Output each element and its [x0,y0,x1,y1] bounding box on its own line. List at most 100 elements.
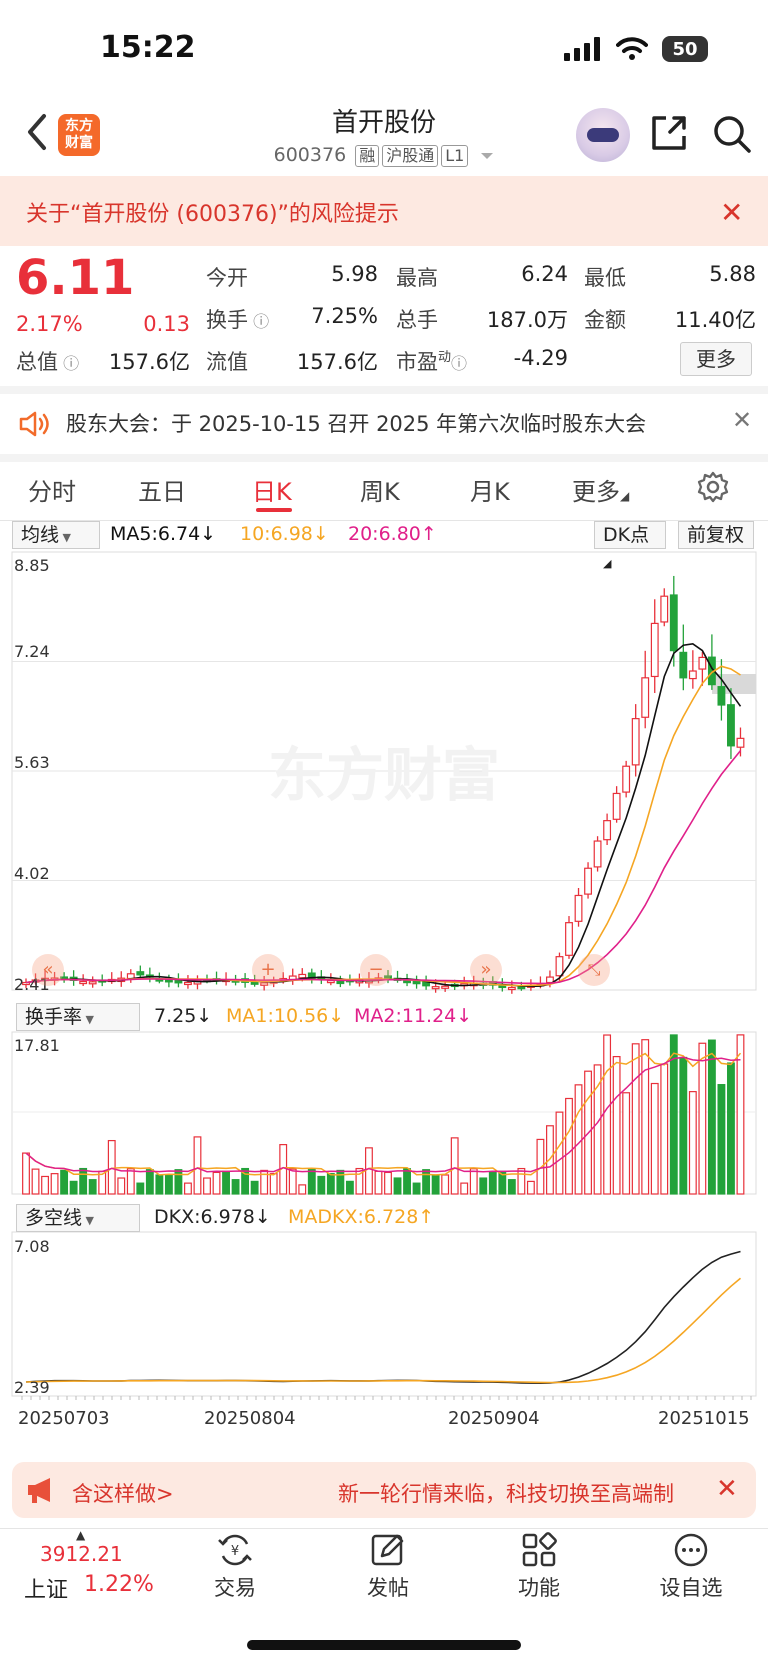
index-name[interactable]: 上证 [24,1578,69,1603]
candle-body [612,792,621,820]
candle-body [136,971,145,976]
candle-body [422,981,431,987]
turnover-bar [612,1056,621,1195]
turnover-bar [79,1167,88,1195]
turnover-bar [212,1171,221,1195]
adjust-button[interactable]: 前复权 [678,521,754,549]
nav-add-watchlist[interactable]: 设自选 [636,1528,746,1618]
kline-chart[interactable]: 东方财富 [0,0,768,1400]
change-amount: 0.13 [143,312,190,336]
turnover-bar [241,1167,250,1195]
turnover-bar [593,1064,602,1195]
zoom-out-icon[interactable]: − [360,954,392,986]
index-value[interactable]: 3912.21 [40,1542,123,1566]
turnover-bar [69,1180,78,1195]
turnover-bar [269,1173,278,1195]
active-tab-indicator [256,508,292,512]
turnover-bar [727,1062,735,1195]
ma20-line [25,750,742,985]
turnover-bar [631,1043,640,1195]
candle-body [184,981,192,986]
turnover-bar [60,1169,69,1195]
turnover-bar [164,1174,173,1195]
turnover-bar [660,1063,669,1195]
margin-tag: 融 [355,145,380,167]
dkx-y-max: 7.08 [14,1237,50,1256]
candle-body [336,980,345,985]
share-icon[interactable] [650,114,688,152]
current-price: 6.11 [16,250,135,306]
candle-body [736,737,745,748]
candle-body [679,651,688,679]
notice-close-icon[interactable]: ✕ [732,406,753,434]
zoom-in-icon[interactable]: + [252,954,284,986]
turnover-bar [507,1179,516,1195]
trade-icon: ¥ [218,1534,252,1566]
index-percent[interactable]: 1.22% [84,1572,154,1597]
ticker-headline[interactable]: 新一轮行情来临，科技切换至高端制 [338,1482,674,1506]
nav-functions[interactable]: 功能 [484,1528,594,1618]
turnover-bar [184,1182,192,1195]
turnover-bar [298,1184,307,1195]
panel-frame [11,1031,757,1195]
risk-banner-text[interactable]: 关于“首开股份 (600376)”的风险提示 [26,202,399,227]
y-label-2: 7.24 [14,642,50,661]
turnover-bar [517,1167,526,1195]
candle-body [574,894,583,922]
speaker-icon [19,411,49,437]
news-ticker[interactable] [12,1462,756,1518]
tab-daily-k[interactable]: 日K [252,478,292,506]
turnover-bar [260,1169,269,1195]
turnover-bar [203,1177,211,1195]
turnover-bar [679,1056,688,1195]
stock-code: 600376 [273,144,347,166]
scroll-right-icon[interactable]: » [470,954,502,986]
dkx-y-min: 2.39 [14,1378,50,1397]
settings-gear-icon[interactable] [696,470,730,504]
turnover-bar [441,1174,450,1195]
candle-body [326,980,335,984]
eastmoney-logo[interactable]: 东方 财富 [58,114,100,156]
date-label-2: 20250804 [204,1408,296,1429]
nav-trade[interactable]: ¥ 交易 [180,1528,290,1618]
turnover-bar [145,1169,154,1195]
ticker-link[interactable]: 含这样做> [72,1482,174,1506]
ma10-line [25,665,741,987]
scroll-left-icon[interactable]: « [32,954,64,986]
tab-more[interactable]: 更多◢ [572,478,630,506]
turnover-bar [460,1182,469,1195]
turnover-ma2-line [25,1056,741,1173]
nav-post[interactable]: 发帖 [333,1528,443,1618]
turnover-bar [88,1179,97,1195]
open-value: 5.98 [331,262,378,286]
turnover-bar [117,1177,126,1195]
turnover-bar [412,1182,421,1195]
stock-code-row[interactable]: 600376 融沪股通 L1 [0,144,768,167]
dkx-selector[interactable]: 多空线 ▼ [16,1204,140,1232]
candle-body [555,956,564,977]
turnover-bar [31,1168,40,1195]
tab-intraday[interactable]: 分时 [28,478,76,506]
indicator-selector[interactable]: 均线 ▼ [12,521,100,549]
volume-value: 187.0万 [486,308,568,332]
more-quote-button[interactable]: 更多 [680,342,752,376]
dk-point-button[interactable]: DK点◢ [594,521,666,570]
tab-five-day[interactable]: 五日 [138,478,186,506]
back-arrow-icon[interactable] [22,112,52,152]
search-icon[interactable] [712,114,752,154]
ticker-close-icon[interactable]: ✕ [716,1474,738,1504]
ai-assistant-avatar[interactable] [576,108,630,162]
turnover-bar [126,1168,135,1195]
fullscreen-icon[interactable]: ⤡ [578,954,610,986]
tab-weekly-k[interactable]: 周K [360,478,400,506]
turnover-bar [374,1170,383,1195]
risk-banner[interactable] [0,176,768,246]
turnover-selector[interactable]: 换手率 ▼ [16,1003,140,1031]
notice-text[interactable]: 股东大会：于 2025-10-15 召开 2025 年第六次临时股东大会 [66,412,647,436]
turnover-bar [231,1179,240,1195]
risk-close-icon[interactable]: ✕ [720,196,744,229]
float-cap-value: 157.6亿 [296,350,378,374]
tab-monthly-k[interactable]: 月K [470,478,510,506]
candle-body [441,985,450,989]
candle-body [641,677,650,718]
